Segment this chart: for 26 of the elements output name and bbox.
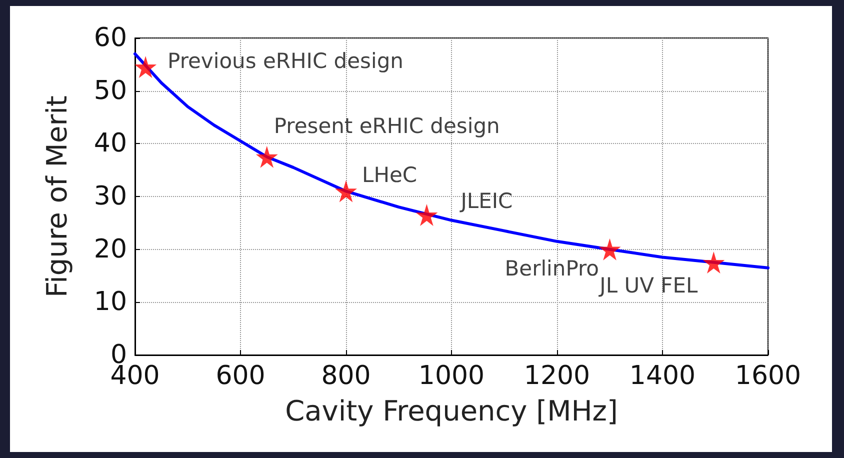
point: [416, 204, 438, 226]
annotation: BerlinPro: [504, 256, 600, 280]
annotation: Previous eRHIC design: [168, 49, 404, 74]
y-tick-label: 60: [94, 23, 127, 53]
y-tick-label: 30: [94, 182, 127, 212]
point: [256, 146, 278, 168]
x-tick-label: 1000: [418, 361, 485, 391]
annotation: JL UV FEL: [598, 274, 698, 298]
y-tick-label: 50: [94, 76, 127, 106]
x-tick-label: 1400: [629, 361, 696, 391]
y-axis-title: Figure of Merit: [40, 96, 74, 298]
annotation: Present eRHIC design: [274, 114, 500, 138]
x-tick-label: 1600: [734, 361, 802, 391]
y-tick-label: 20: [94, 234, 127, 264]
annotation: LHeC: [362, 163, 418, 188]
y-tick-label: 10: [94, 287, 127, 318]
x-tick-label: 1200: [524, 361, 590, 391]
point: [335, 180, 357, 202]
point: [134, 56, 157, 78]
x-tick-label: 600: [216, 361, 266, 391]
annotation: JLEIC: [458, 188, 513, 213]
point: [702, 252, 725, 274]
point: [598, 238, 621, 260]
y-tick-label: 40: [94, 128, 127, 159]
x-tick-label: 800: [321, 361, 371, 391]
x-axis-title: Cavity Frequency [MHz]: [285, 394, 618, 428]
